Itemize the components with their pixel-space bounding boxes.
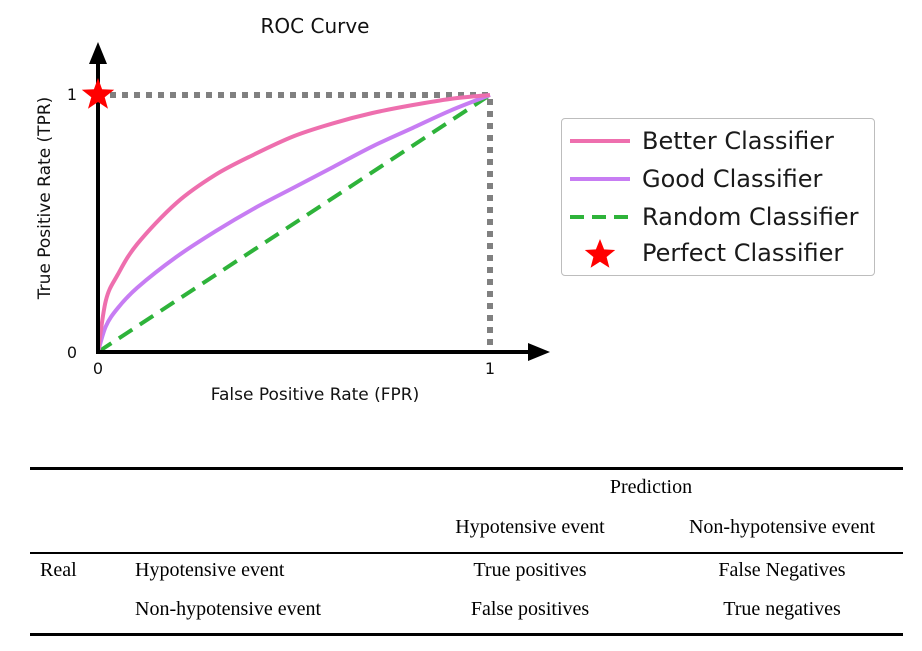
- table-cell: True negatives: [723, 598, 841, 620]
- x-axis-label: False Positive Rate (FPR): [211, 385, 420, 405]
- series-line-random-classifier: [96, 93, 492, 354]
- legend-label: Perfect Classifier: [642, 239, 844, 267]
- prediction-header: Prediction: [609, 476, 693, 498]
- row-group-label: Real: [40, 559, 77, 581]
- legend-label: Good Classifier: [642, 165, 823, 193]
- legend-line-sample: [570, 139, 630, 143]
- table-cell: True positives: [473, 559, 587, 581]
- pred-col-header: Non-hypotensive event: [688, 516, 876, 538]
- pred-col-header: Hypotensive event: [455, 516, 605, 538]
- y-axis-arrow: [89, 42, 107, 64]
- table-cell: False positives: [470, 598, 590, 620]
- row-label: Hypotensive event: [135, 559, 285, 581]
- star-icon: [584, 239, 616, 268]
- y-axis-label: True Positive Rate (TPR): [35, 97, 55, 301]
- legend-item-good: Good Classifier: [562, 161, 874, 197]
- legend-item-better: Better Classifier: [562, 123, 874, 159]
- x-tick-label-0: 0: [93, 359, 103, 378]
- confusion-matrix-table: Prediction Hypotensive event Non-hypoten…: [30, 467, 903, 637]
- x-axis-arrow: [528, 343, 550, 361]
- marker-layer: [81, 78, 115, 109]
- legend: Better Classifier Good Classifier Random…: [561, 118, 875, 276]
- series-layer: [96, 93, 492, 354]
- legend-label: Random Classifier: [642, 203, 859, 231]
- table-bottom-rule: [30, 633, 903, 636]
- table-top-rule: [30, 467, 903, 470]
- series-line-better-classifier: [96, 93, 491, 353]
- table-cell: False Negatives: [718, 559, 846, 581]
- chart-title: ROC Curve: [261, 14, 370, 38]
- table-mid-rule: [30, 552, 903, 554]
- y-tick-label-0: 0: [67, 343, 77, 362]
- perfect-classifier-star-marker: [81, 78, 115, 109]
- legend-item-perfect: Perfect Classifier: [562, 235, 874, 271]
- legend-item-random: Random Classifier: [562, 199, 874, 235]
- row-label: Non-hypotensive event: [135, 598, 322, 620]
- legend-dashed-sample: [570, 215, 630, 219]
- legend-line-sample: [570, 177, 630, 181]
- roc-chart: ROC Curve 0 1 0 1 False Positive Rate (F…: [35, 14, 550, 405]
- series-line-good-classifier: [96, 93, 491, 353]
- legend-label: Better Classifier: [642, 127, 834, 155]
- y-tick-label-1: 1: [67, 85, 77, 104]
- x-tick-label-1: 1: [485, 359, 495, 378]
